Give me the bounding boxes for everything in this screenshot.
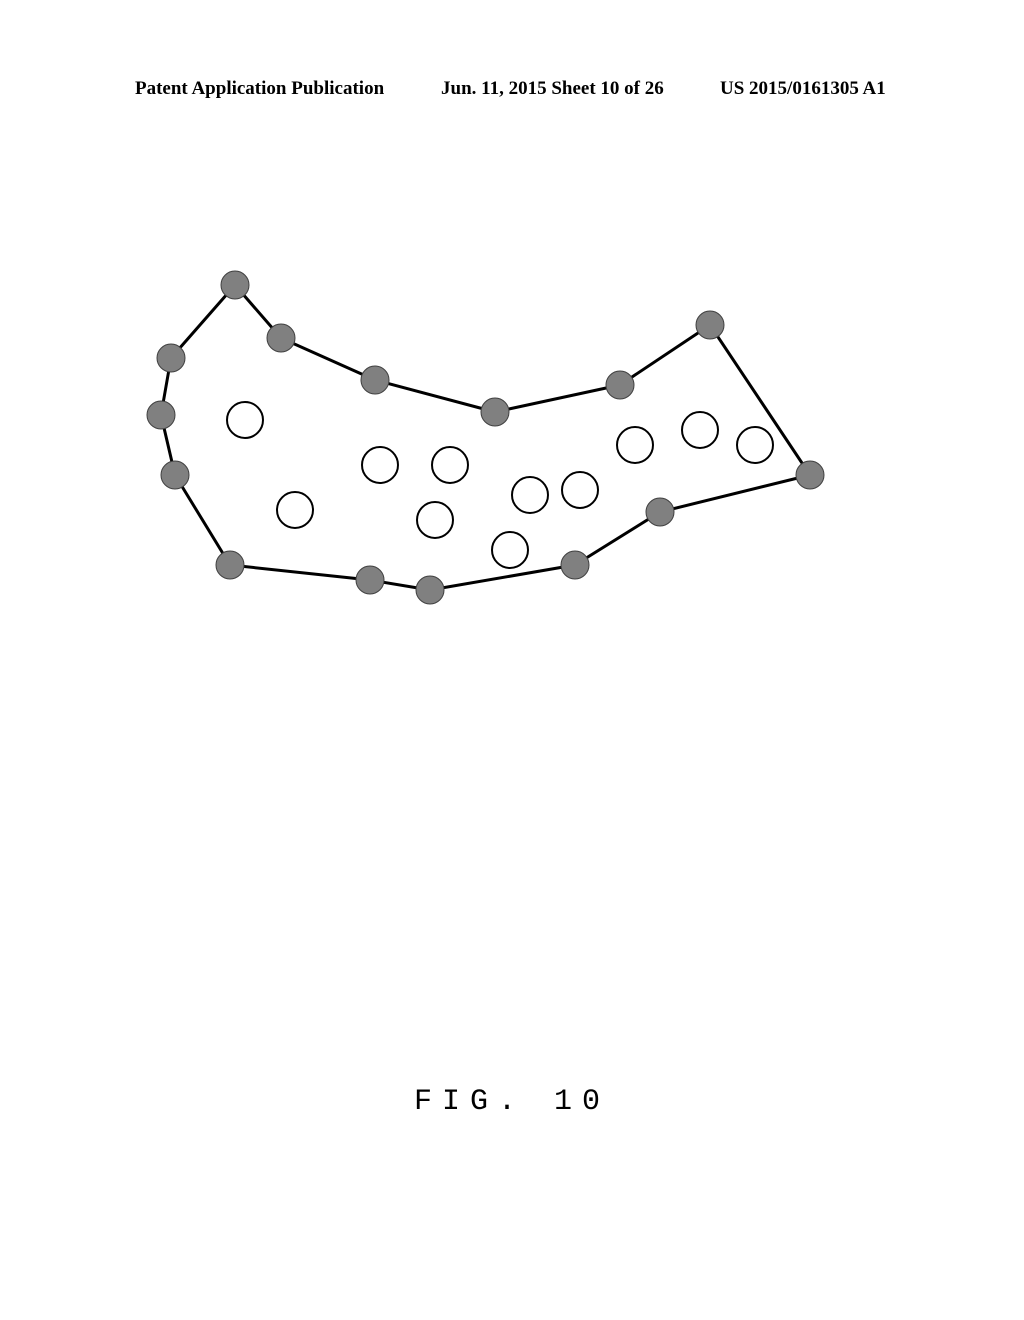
boundary-node xyxy=(361,366,389,394)
boundary-node xyxy=(267,324,295,352)
boundary-node xyxy=(606,371,634,399)
convex-hull-diagram xyxy=(115,250,835,650)
interior-node xyxy=(617,427,653,463)
boundary-node xyxy=(481,398,509,426)
header-date-sheet: Jun. 11, 2015 Sheet 10 of 26 xyxy=(441,78,664,100)
interior-node xyxy=(432,447,468,483)
interior-node xyxy=(492,532,528,568)
boundary-node xyxy=(696,311,724,339)
interior-node xyxy=(512,477,548,513)
boundary-node xyxy=(147,401,175,429)
figure-label: FIG. 10 xyxy=(0,1085,1024,1119)
boundary-node xyxy=(221,271,249,299)
interior-node xyxy=(417,502,453,538)
boundary-node xyxy=(157,344,185,372)
interior-node xyxy=(277,492,313,528)
interior-node xyxy=(562,472,598,508)
header-patent-id: US 2015/0161305 A1 xyxy=(720,78,886,100)
interior-node xyxy=(737,427,773,463)
interior-node xyxy=(227,402,263,438)
boundary-node xyxy=(161,461,189,489)
boundary-node xyxy=(356,566,384,594)
boundary-node xyxy=(796,461,824,489)
boundary-node xyxy=(561,551,589,579)
interior-node xyxy=(362,447,398,483)
boundary-node xyxy=(646,498,674,526)
boundary-node xyxy=(216,551,244,579)
interior-node xyxy=(682,412,718,448)
boundary-node xyxy=(416,576,444,604)
header-publication: Patent Application Publication xyxy=(135,78,384,100)
